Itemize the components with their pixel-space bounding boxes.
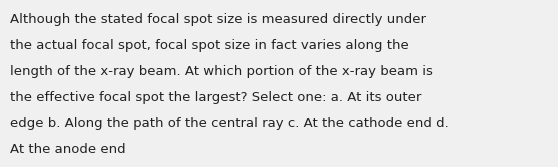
Text: At the anode end: At the anode end [10, 143, 126, 156]
Text: the effective focal spot the largest? Select one: a. At its outer: the effective focal spot the largest? Se… [10, 91, 421, 104]
Text: the actual focal spot, focal spot size in fact varies along the: the actual focal spot, focal spot size i… [10, 39, 409, 52]
Text: length of the x-ray beam. At which portion of the x-ray beam is: length of the x-ray beam. At which porti… [10, 65, 433, 78]
Text: Although the stated focal spot size is measured directly under: Although the stated focal spot size is m… [10, 13, 426, 26]
Text: edge b. Along the path of the central ray c. At the cathode end d.: edge b. Along the path of the central ra… [10, 117, 449, 130]
